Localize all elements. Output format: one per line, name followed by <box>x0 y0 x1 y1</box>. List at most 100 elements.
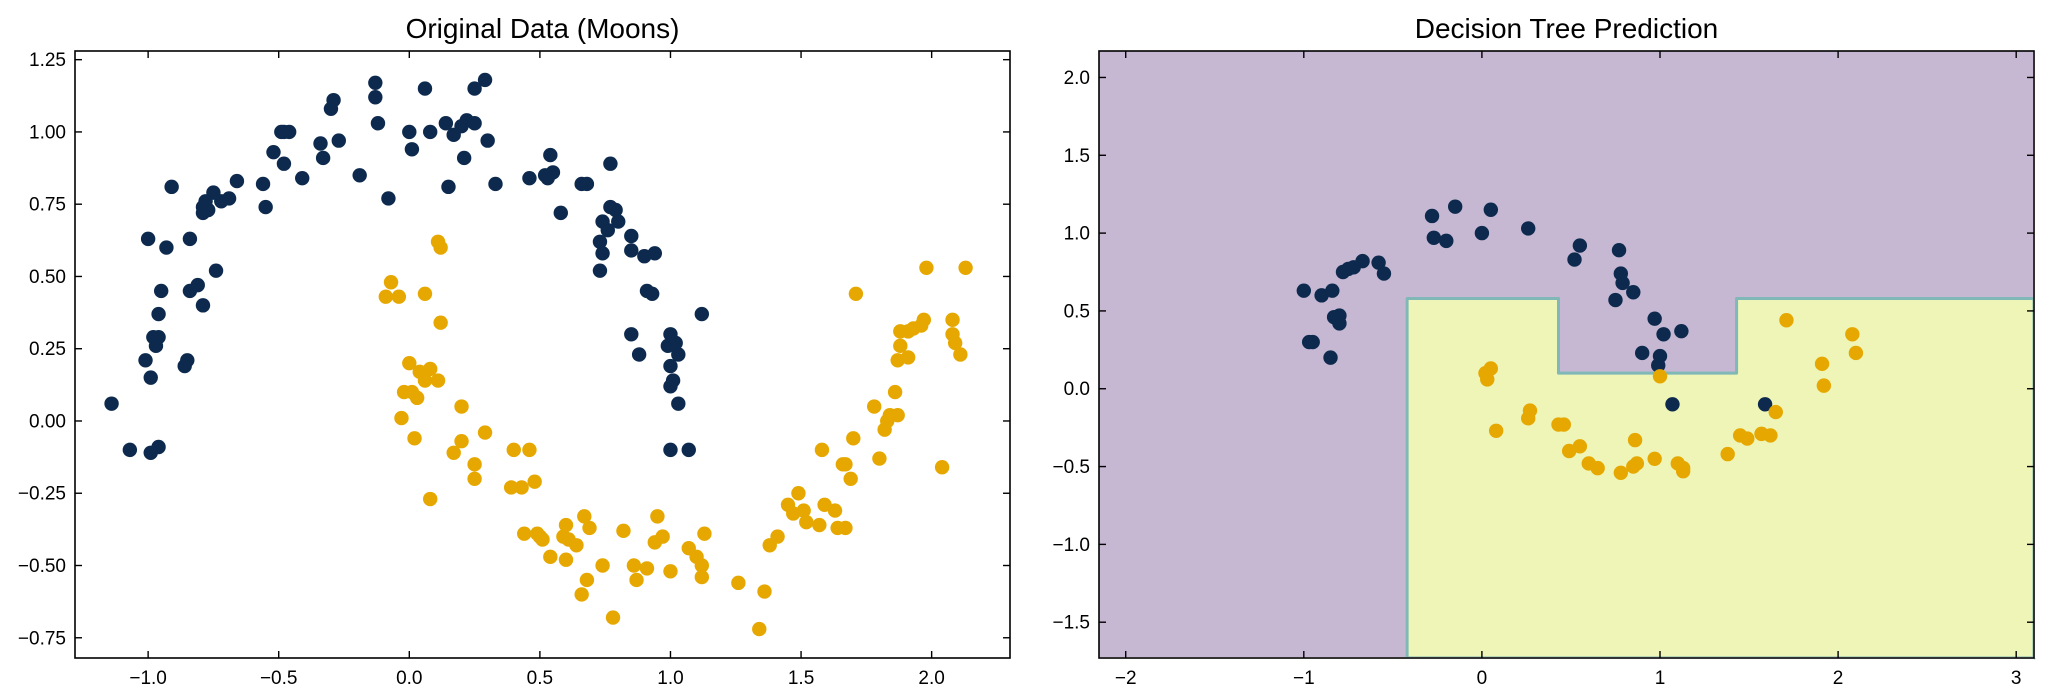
data-point <box>417 81 433 96</box>
data-point <box>146 329 161 345</box>
data-point <box>757 584 772 599</box>
data-point <box>900 350 916 365</box>
y-tick-label: 1.0 <box>1064 224 1090 245</box>
data-point <box>644 286 660 301</box>
data-point <box>1720 446 1735 462</box>
data-point <box>752 621 767 637</box>
data-point <box>1296 283 1312 298</box>
x-tick-label: −1 <box>1293 668 1315 689</box>
data-point <box>624 327 639 342</box>
x-tick-label: −1.0 <box>129 668 167 689</box>
data-point <box>1483 361 1499 376</box>
y-tick-label: 1.25 <box>29 50 66 71</box>
data-point <box>255 176 271 192</box>
data-point <box>577 509 592 524</box>
x-tick-label: 1.0 <box>657 668 683 689</box>
data-point <box>626 558 642 573</box>
data-point <box>177 358 192 374</box>
data-point <box>650 509 665 524</box>
data-point <box>402 124 417 140</box>
data-point <box>872 451 887 466</box>
data-point <box>814 442 830 458</box>
data-point <box>1674 323 1689 339</box>
data-point <box>446 445 461 460</box>
data-point <box>527 474 542 489</box>
x-tick-label: 3 <box>2011 668 2022 689</box>
data-point <box>1332 308 1347 323</box>
data-point <box>383 275 399 290</box>
data-point <box>812 517 827 533</box>
data-point <box>140 231 156 247</box>
data-point <box>582 520 597 536</box>
data-point <box>1816 378 1832 393</box>
data-point <box>1590 460 1605 476</box>
data-point <box>838 520 853 536</box>
data-point <box>647 246 663 261</box>
frame-mask <box>1099 657 2034 661</box>
data-point <box>671 347 686 362</box>
data-point <box>409 390 425 406</box>
y-tick-label: 0.00 <box>29 411 66 432</box>
data-point <box>208 263 224 278</box>
data-point <box>1305 334 1320 350</box>
data-point <box>352 168 367 183</box>
data-point <box>663 379 678 394</box>
series-class-0 <box>104 72 710 460</box>
data-point <box>1627 432 1643 448</box>
data-point <box>592 234 608 249</box>
data-point <box>315 150 331 166</box>
data-point <box>843 471 858 486</box>
data-point <box>313 136 328 151</box>
data-point <box>569 538 584 553</box>
data-point <box>1615 275 1630 291</box>
data-point <box>600 223 615 238</box>
x-tick-label: 1 <box>1655 668 1666 689</box>
data-point <box>545 165 561 180</box>
data-point <box>422 491 438 507</box>
data-point <box>422 124 438 140</box>
data-point <box>866 399 882 414</box>
y-tick-label: 1.00 <box>29 122 66 143</box>
data-point <box>890 408 905 423</box>
data-point <box>595 558 610 573</box>
data-point <box>553 205 568 221</box>
data-point <box>846 431 861 446</box>
data-point <box>796 503 811 518</box>
data-point <box>558 517 574 533</box>
x-tick-label: −0.5 <box>260 668 298 689</box>
data-point <box>477 425 493 440</box>
data-point <box>1426 230 1442 245</box>
data-point <box>138 353 153 368</box>
data-point <box>391 289 407 304</box>
data-point <box>663 442 678 458</box>
data-point <box>153 283 169 299</box>
x-tick-label: −2 <box>1115 668 1137 689</box>
y-tick-label: 0.5 <box>1064 301 1090 322</box>
data-point <box>1665 397 1680 412</box>
y-tick-label: −0.75 <box>18 628 66 649</box>
data-point <box>608 202 623 218</box>
data-point <box>441 179 456 195</box>
series-class-1 <box>1478 313 1864 480</box>
data-point <box>281 124 297 140</box>
data-point <box>1763 428 1778 443</box>
data-point <box>934 460 950 475</box>
data-point <box>454 434 469 449</box>
data-point <box>229 173 245 189</box>
data-point <box>1488 423 1504 438</box>
data-point <box>467 457 482 472</box>
data-point <box>1572 439 1588 454</box>
data-point <box>190 277 205 293</box>
data-point <box>122 442 138 458</box>
data-point <box>629 572 644 588</box>
x-tick-label: 0.5 <box>527 668 553 689</box>
data-point <box>514 480 529 495</box>
data-point <box>1567 252 1582 267</box>
y-tick-label: −1.0 <box>1052 535 1090 556</box>
series-class-1 <box>378 234 973 637</box>
data-point <box>543 147 558 163</box>
data-point <box>1371 255 1386 270</box>
data-point <box>1611 243 1627 258</box>
